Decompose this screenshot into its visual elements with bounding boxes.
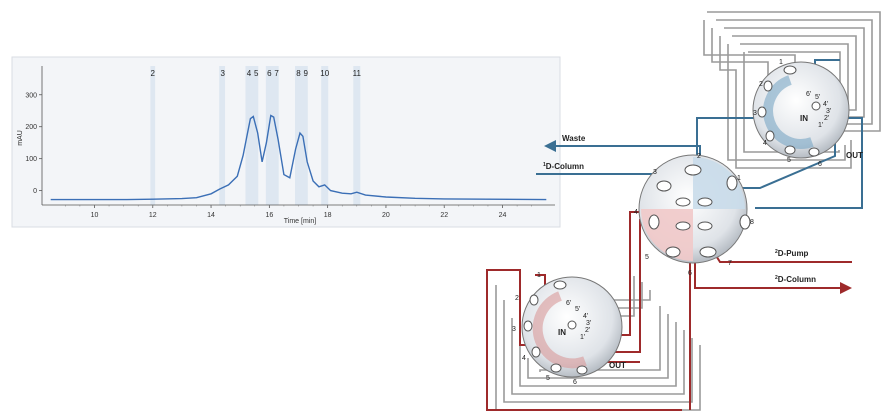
center-port-3: 3 bbox=[653, 169, 657, 176]
center-port-4: 4 bbox=[634, 209, 638, 216]
center-valve: 1 2 3 4 5 6 7 8 bbox=[634, 153, 754, 277]
fraction-window-6 bbox=[321, 66, 329, 205]
x-tick-label: 20 bbox=[382, 212, 390, 219]
top-loop-inner-4: 4' bbox=[823, 101, 828, 108]
top-loop-inner-3: 3' bbox=[826, 108, 831, 115]
y-axis-label: mAU bbox=[17, 130, 24, 146]
center-port-5: 5 bbox=[645, 254, 649, 261]
peak-label-5: 5 bbox=[254, 69, 259, 78]
peak-label-10: 10 bbox=[320, 69, 329, 78]
column-1d-label: 1D-Column bbox=[543, 162, 584, 171]
bottom-loop-inner-5: 5' bbox=[575, 306, 580, 313]
column-2d-label: 2D-Column bbox=[775, 275, 816, 284]
y-tick-label: 300 bbox=[25, 92, 37, 99]
bottom-loop-inner-3: 3' bbox=[586, 320, 591, 327]
top-loop-inner-1: 1' bbox=[818, 122, 823, 129]
peak-label-8: 8 bbox=[296, 69, 301, 78]
bottom-loop-inner-4: 4' bbox=[583, 313, 588, 320]
bottom-loop-out-label: OUT bbox=[609, 361, 626, 370]
peak-label-6: 6 bbox=[267, 69, 272, 78]
top-loop-inner-5: 5' bbox=[815, 94, 820, 101]
x-tick-label: 24 bbox=[499, 212, 507, 219]
fraction-window-2 bbox=[219, 66, 226, 205]
top-loop-in-label: IN bbox=[800, 114, 808, 123]
x-tick-label: 18 bbox=[324, 212, 332, 219]
center-port-8: 8 bbox=[750, 219, 754, 226]
chromatogram-trace bbox=[50, 114, 547, 201]
pump-2d-label: 2D-Pump bbox=[775, 249, 809, 258]
bottom-loop-port-1: 1 bbox=[537, 272, 541, 279]
y-tick-label: 200 bbox=[25, 124, 37, 131]
top-loop-port-3: 3 bbox=[753, 110, 757, 117]
x-tick-label: 22 bbox=[440, 212, 448, 219]
bottom-loop-port-2: 2 bbox=[515, 295, 519, 302]
center-port-1: 1 bbox=[737, 175, 741, 182]
top-loop-port-4: 4 bbox=[763, 140, 767, 147]
fraction-window-1 bbox=[150, 66, 156, 205]
peak-label-3: 3 bbox=[220, 69, 225, 78]
bottom-loop-valve: 1 2 3 4 5 6 6' 5' 4' 3' 2' 1' IN OUT bbox=[512, 272, 626, 386]
y-tick-label: 0 bbox=[33, 188, 37, 195]
top-loop-inner-2: 2' bbox=[824, 115, 829, 122]
fraction-window-7 bbox=[353, 66, 361, 205]
bottom-loop-port-6: 6 bbox=[573, 379, 577, 386]
bottom-loop-port-5: 5 bbox=[546, 375, 550, 382]
top-loop-port-5: 5 bbox=[787, 157, 791, 164]
peak-label-11: 11 bbox=[353, 69, 362, 78]
x-axis-label: Time [min] bbox=[284, 218, 316, 225]
bottom-loop-inner-1: 1' bbox=[580, 334, 585, 341]
x-tick-label: 10 bbox=[91, 212, 99, 219]
y-tick-label: 100 bbox=[25, 156, 37, 163]
top-loop-port-6: 6 bbox=[818, 161, 822, 168]
top-loop-out-label: OUT bbox=[846, 151, 863, 160]
x-tick-label: 14 bbox=[207, 212, 215, 219]
waste-label: Waste bbox=[562, 134, 586, 143]
peak-label-7: 7 bbox=[274, 69, 279, 78]
top-loop-port-1: 1 bbox=[779, 59, 783, 66]
top-loop-inner-6: 6' bbox=[806, 91, 811, 98]
x-tick-label: 12 bbox=[149, 212, 157, 219]
peak-label-2: 2 bbox=[151, 69, 156, 78]
fraction-window-3 bbox=[245, 66, 259, 205]
x-tick-label: 16 bbox=[265, 212, 273, 219]
fraction-window-4 bbox=[265, 66, 279, 205]
center-valve-ports bbox=[648, 164, 751, 258]
top-loop-port-2: 2 bbox=[759, 81, 763, 88]
bottom-loop-port-4: 4 bbox=[522, 355, 526, 362]
peak-label-4: 4 bbox=[247, 69, 252, 78]
bottom-loop-inner-2: 2' bbox=[585, 327, 590, 334]
bottom-loop-in-label: IN bbox=[558, 328, 566, 337]
bottom-loop-port-3: 3 bbox=[512, 326, 516, 333]
peak-label-9: 9 bbox=[304, 69, 309, 78]
center-port-2: 2 bbox=[697, 153, 701, 160]
top-loop-valve: 1 2 3 4 5 6 6' 5' 4' 3' 2' 1' IN OUT bbox=[752, 59, 863, 168]
center-port-7: 7 bbox=[728, 260, 732, 267]
center-port-6: 6 bbox=[688, 270, 692, 277]
bottom-loop-inner-6: 6' bbox=[566, 300, 571, 307]
